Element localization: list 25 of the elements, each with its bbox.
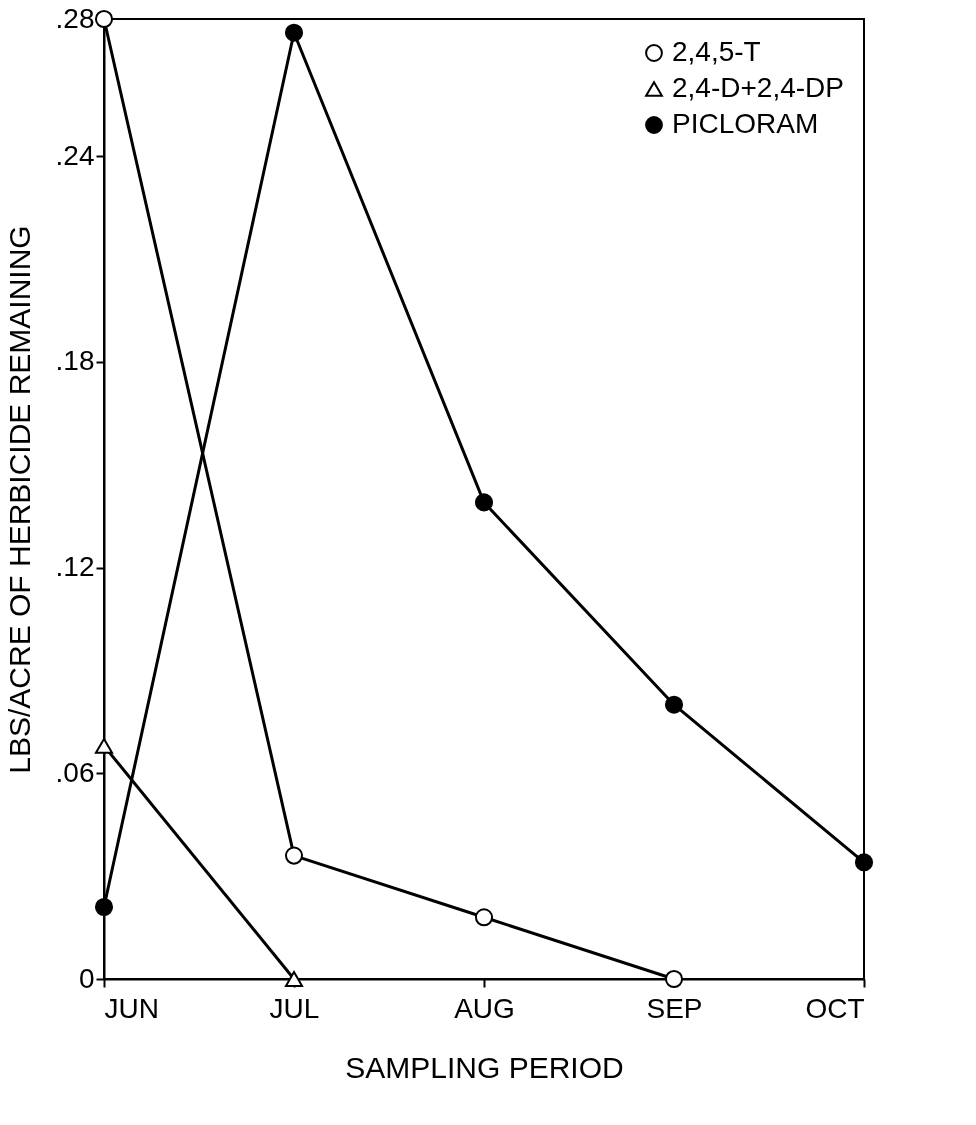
y-tick-label: .06	[55, 756, 95, 788]
point	[474, 908, 494, 927]
point	[94, 897, 114, 917]
y-tick-label: .24	[55, 139, 95, 171]
point	[664, 969, 684, 989]
point	[94, 9, 114, 29]
point	[284, 846, 304, 865]
x-tick-label: AUG	[454, 992, 515, 1024]
point	[664, 695, 684, 714]
x-axis-title: SAMPLING PERIOD	[345, 1050, 624, 1084]
x-tick-label: SEP	[646, 992, 703, 1024]
y-tick-label: .12	[55, 551, 95, 583]
x-tick-label: JUL	[269, 992, 320, 1024]
legend-label: 2,4,5-T	[672, 36, 761, 67]
x-tick-label: JUN	[104, 992, 159, 1024]
point	[284, 23, 304, 42]
y-tick-label: .28	[55, 2, 95, 34]
point	[474, 493, 494, 512]
x-tick-label: OCT	[805, 992, 865, 1024]
legend-label: PICLORAM	[672, 108, 819, 139]
legend-label: 2,4-D+2,4-DP	[672, 72, 844, 103]
y-tick-label: .18	[55, 345, 95, 377]
y-tick-label: 0	[78, 962, 95, 994]
y-axis-title: LBS/ACRE OF HERBICIDE REMAINING	[2, 225, 36, 774]
point	[854, 853, 874, 872]
